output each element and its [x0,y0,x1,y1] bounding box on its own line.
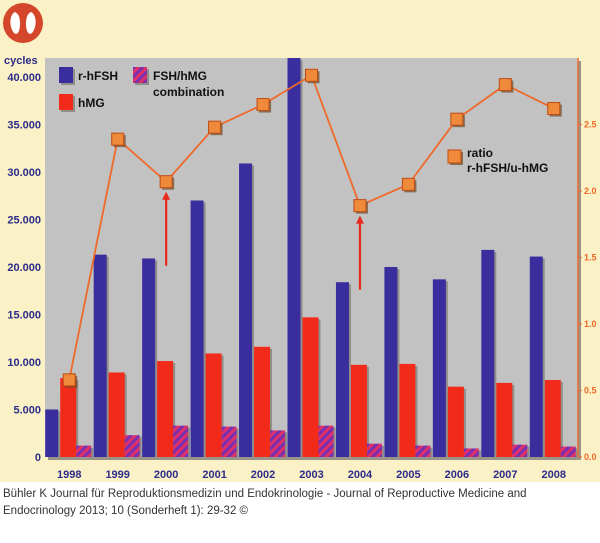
ratio-legend-label-1: ratio [467,146,493,160]
bar-combination-1998 [76,445,92,457]
y-right-tick-label: 2.5 [584,120,597,130]
y-left-tick-label: 20.000 [7,262,41,274]
y-left-axis-title: cycles [4,55,38,67]
x-tick-label-2003: 2003 [299,469,323,481]
ovary-logo-icon [3,3,43,43]
x-tick-label-2000: 2000 [154,469,178,481]
ratio-legend-label-2: r-hFSH/u-hMG [467,161,548,175]
bar-combination-2004 [366,443,382,457]
x-tick-label-2007: 2007 [493,469,517,481]
chart: 0 5.000 10.000 15.000 20.000 25.000 30.000 35.0… [4,55,597,481]
bar-r-hfsh-2008 [529,256,543,457]
x-tick-label-2006: 2006 [445,469,469,481]
legend-swatch-hmg [59,94,73,110]
bar-r-hfsh-2003 [287,58,301,457]
bar-combination-2000 [173,425,189,457]
x-tick-label-1999: 1999 [105,469,129,481]
y-left-tick-label: 0 [35,452,41,464]
arrow-head-2000 [162,191,171,200]
bar-hmg-2000 [157,361,174,457]
chart-frame: 0 5.000 10.000 15.000 20.000 25.000 30.000 35.0… [0,0,600,482]
bar-r-hfsh-1998 [45,409,59,457]
x-tick-label-2002: 2002 [251,469,275,481]
ratio-point-2003 [305,68,318,82]
ratio-legend-swatch [447,149,462,164]
arrow-head-2004 [355,215,364,224]
ratio-point-2008 [547,102,561,116]
ratio-point-2000 [159,175,173,189]
legend-label-hmg: hMG [78,96,105,110]
bar-r-hfsh-2000 [142,258,156,457]
bar-r-hfsh-2006 [432,279,446,457]
y-right-tick-label: 1.0 [584,319,597,329]
y-left-tick-label: 5.000 [13,405,41,417]
legend-label-combination-2: combination [153,85,224,99]
y-left-tick-label: 30.000 [7,167,41,179]
legend-label-combination: FSH/hMG [153,69,207,83]
bar-r-hfsh-2004 [335,282,349,457]
ratio-point-2002 [256,98,270,112]
y-right-tick-label: 0.0 [584,452,597,462]
bar-hmg-2007 [496,382,513,457]
legend-swatch-r-hfsh [59,67,73,83]
x-tick-label-2004: 2004 [348,469,373,481]
bar-r-hfsh-1999 [93,254,107,457]
y-right-tick-label: 2.0 [584,186,597,196]
bar-r-hfsh-2005 [384,267,398,457]
ratio-point-2007 [498,78,512,92]
ratio-point-2005 [401,177,415,191]
y-left-tick-label: 40.000 [7,72,41,84]
x-tick-label-2008: 2008 [542,469,566,481]
bar-combination-2001 [221,426,237,457]
bar-combination-2005 [415,445,431,457]
bar-combination-2002 [270,430,286,457]
bar-hmg-2008 [544,380,561,457]
bar-hmg-1998 [60,378,77,457]
bar-hmg-2003 [302,317,319,457]
bar-combination-1999 [124,435,140,457]
bar-combination-2003 [318,425,334,457]
bar-hmg-1999 [108,372,125,457]
x-tick-label-2001: 2001 [202,469,226,481]
bar-r-hfsh-2001 [190,200,204,457]
caption: Bühler K Journal für Reproduktionsmedizi… [3,488,527,517]
ratio-point-2001 [208,120,222,134]
bar-hmg-2001 [205,353,222,457]
x-tick-label-1998: 1998 [57,469,81,481]
bar-combination-2006 [463,448,479,457]
bar-combination-2007 [512,444,528,457]
bar-hmg-2005 [399,363,416,457]
bar-hmg-2006 [447,386,464,457]
ratio-point-2006 [450,112,464,126]
bar-r-hfsh-2002 [239,163,253,457]
bar-combination-2008 [560,446,576,457]
y-left-tick-label: 25.000 [7,215,41,227]
y-right-tick-label: 1.5 [584,253,597,263]
y-left-tick-label: 10.000 [7,357,41,369]
x-tick-label-2005: 2005 [396,469,420,481]
legend-label-r-hfsh: r-hFSH [78,69,118,83]
legend-swatch-combination [133,67,147,83]
y-left-tick-label: 15.000 [7,310,41,322]
ratio-point-1998 [62,373,76,387]
bar-r-hfsh-2007 [481,249,495,457]
y-right-tick-label: 0.5 [584,386,597,396]
y-left-tick-label: 35.000 [7,120,41,132]
ratio-point-2004 [353,199,367,213]
bar-hmg-2004 [350,364,367,457]
bar-hmg-2002 [254,346,271,457]
ratio-point-1999 [111,132,125,146]
